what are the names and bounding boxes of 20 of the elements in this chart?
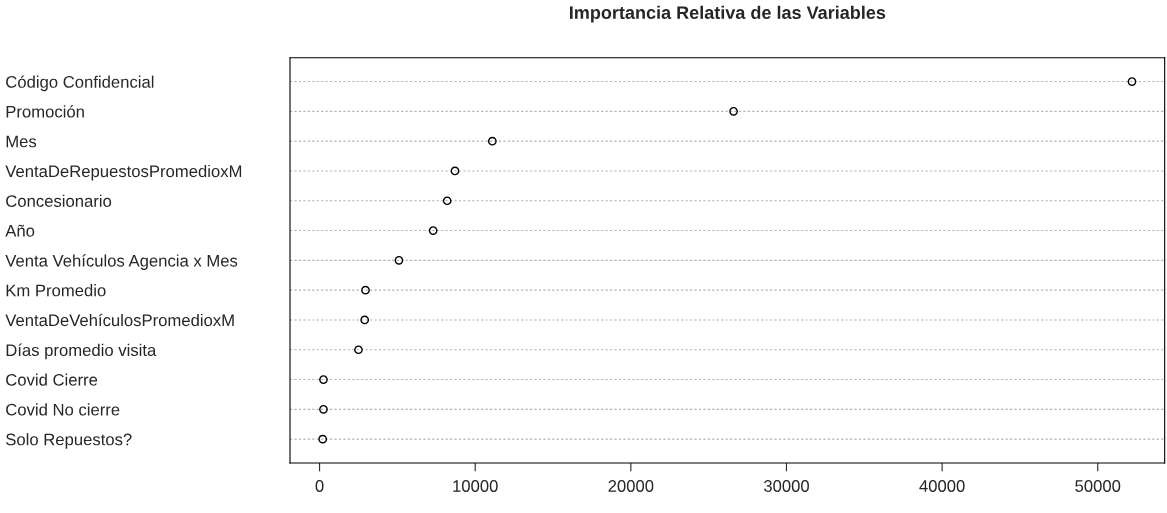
y-tick-label: Promoción bbox=[6, 105, 84, 118]
x-tick-label: 40000 bbox=[919, 480, 965, 492]
y-tick-label: Solo Repuestos? bbox=[6, 433, 132, 449]
x-tick-label: 10000 bbox=[453, 480, 498, 492]
y-tick-label: Covid No cierre bbox=[6, 403, 120, 416]
y-tick-label: Mes bbox=[6, 135, 37, 148]
x-tick-label: 20000 bbox=[608, 480, 654, 492]
x-tick-label: 50000 bbox=[1075, 480, 1121, 492]
x-tick-label: 30000 bbox=[763, 480, 809, 492]
chart-title: Importancia Relativa de las Variables bbox=[569, 5, 886, 23]
y-tick-label: VentaDeVehículosPromedioxM bbox=[5, 313, 234, 327]
x-tick-label: 0 bbox=[315, 480, 324, 492]
y-tick-label: Año bbox=[5, 224, 35, 237]
y-tick-label: Días promedio visita bbox=[6, 343, 157, 360]
y-tick-label: Venta Vehículos Agencia x Mes bbox=[5, 254, 238, 270]
y-tick-label: Km Promedio bbox=[6, 284, 106, 297]
y-tick-label: Covid Cierre bbox=[6, 373, 98, 386]
y-tick-label: Concesionario bbox=[6, 194, 112, 207]
y-tick-label: Código Confidencial bbox=[6, 75, 154, 92]
y-tick-label: VentaDeRepuestosPromedioxM bbox=[5, 164, 242, 181]
